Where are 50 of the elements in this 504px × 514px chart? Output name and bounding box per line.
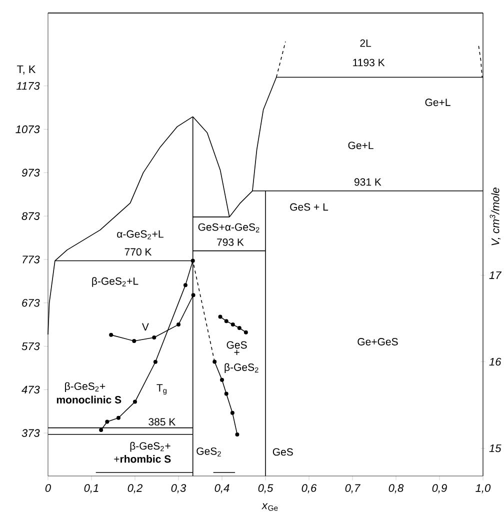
annotation: +rhombic S [114,455,171,463]
annotation: T$_{g}$ [156,384,166,395]
annotation: β-GeS$_{2}$+L [92,277,138,287]
annotation: 793 K [217,238,244,246]
y-tick-label: 1173 [16,82,40,90]
x-tick-label: 0,4 [214,484,230,494]
annotation: GeS$_{2}$ [196,447,221,456]
x-axis-title: x$_{Ge}$ [262,503,278,511]
annotation: GeS [226,341,247,349]
y2-tick-label: 15 [489,444,502,452]
annotation: 1193 K [353,58,385,66]
x-tick-label: 0,3 [171,484,186,494]
y-tick-label: 873 [22,212,40,220]
y-tick-label: 773 [22,256,40,264]
x-tick-label: 0 [45,484,51,492]
annotation: 385 K [148,418,176,426]
annotation: 931 K [354,178,382,186]
x-tick-label: 0,5 [258,484,274,494]
annotation: β-GeS$_{2}$+ [130,442,170,452]
annotation: Ge+GeS [358,338,398,346]
annotation: 770 K [124,248,152,256]
annotation: β-GeS$_{2}$+ [65,382,106,392]
y-tick-label: 473 [22,386,40,394]
y-tick-label: 1073 [16,125,40,134]
annotation: GeS [272,448,293,456]
annotation: monoclinic S [56,396,122,404]
annotation: V [142,323,149,331]
x-tick-label: 0,1 [84,484,98,494]
x-tick-label: 0,9 [432,484,447,494]
annotation: GeS+α-GeS$_{2}$ [198,223,260,232]
x-tick-label: 1,0 [476,484,491,494]
annotation: β-GeS$_{2}$ [224,363,258,374]
y2-axis-title: V, cm$^{3}$/mole [490,188,501,246]
annotation: α-GeS$_{2}$+L [117,230,164,240]
x-tick-label: 0,8 [388,484,404,494]
annotation: Ge+L [348,142,374,150]
annotation: Ge+L [425,98,450,106]
annotation: GeS + L [290,203,328,211]
y-axis-title: T, K [17,65,36,74]
x-tick-label: 0,7 [345,484,360,494]
y-tick-label: 373 [22,429,40,437]
y2-tick-label: 16 [489,358,502,366]
x-tick-label: 0,6 [302,484,317,494]
y-tick-label: 573 [22,342,40,350]
y-tick-label: 673 [22,298,40,307]
annotation: + [234,350,240,355]
y2-tick-label: 17 [489,271,502,279]
x-tick-label: 0,2 [128,484,142,494]
annotation: 2L [360,39,372,47]
y-tick-label: 973 [22,168,40,177]
